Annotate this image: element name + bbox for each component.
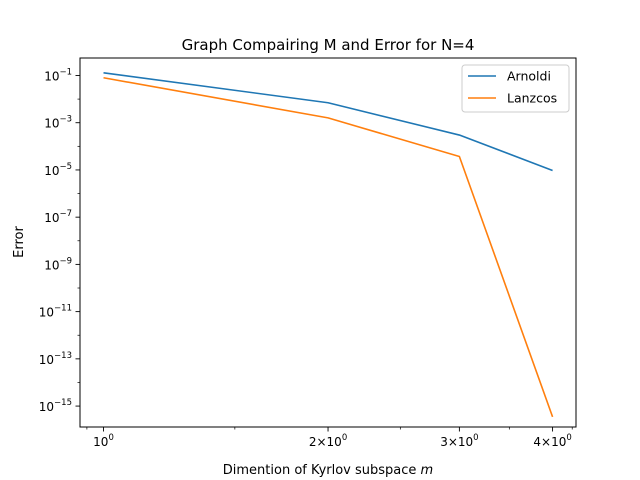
x-tick-label: 2×100 — [309, 433, 347, 449]
y-tick-label-exponent: −13 — [54, 351, 72, 361]
y-tick-label: 10−7 — [44, 209, 72, 225]
y-tick-label-base: 10 — [39, 353, 54, 367]
x-axis-ticks: 100 2×100 3×100 4×100 — [86, 427, 573, 449]
chart-title: Graph Compairing M and Error for N=4 — [182, 36, 475, 54]
y-tick-label-base: 10 — [44, 164, 59, 178]
legend-label-arnoldi: Arnoldi — [507, 69, 551, 84]
y-tick-label-exponent: −5 — [59, 162, 72, 172]
x-axis-label-text: Dimention of Kyrlov subspace — [223, 463, 417, 478]
y-tick-label: 10−1 — [44, 67, 72, 83]
legend-label-lanzcos: Lanzcos — [507, 91, 557, 106]
y-tick-label-exponent: −7 — [59, 209, 72, 219]
legend: Arnoldi Lanzcos — [461, 64, 570, 113]
series-layer — [103, 71, 554, 418]
x-tick-label-exponent: 0 — [566, 433, 571, 443]
x-tick-label: 4×100 — [533, 433, 571, 449]
series-line-lanzcos — [103, 76, 554, 418]
x-tick-label-base: 10 — [93, 435, 108, 449]
y-tick-label: 10−15 — [39, 398, 72, 414]
x-axis-label: Dimention of Kyrlov subspace m — [223, 463, 433, 478]
y-tick-label-exponent: −15 — [54, 398, 72, 408]
y-tick-label-exponent: −3 — [59, 115, 72, 125]
y-tick-label-exponent: −9 — [59, 256, 72, 266]
x-tick-label-exponent: 0 — [108, 433, 113, 443]
y-tick-label-exponent: −1 — [59, 67, 72, 77]
x-tick-label-exponent: 0 — [342, 433, 347, 443]
x-tick-label-base: 3×10 — [440, 435, 473, 449]
y-tick-label: 10−9 — [44, 256, 72, 272]
x-tick-label: 3×100 — [440, 433, 478, 449]
x-tick-label-base: 4×10 — [533, 435, 566, 449]
y-tick-label: 10−5 — [44, 162, 72, 178]
y-tick-label-base: 10 — [44, 69, 59, 83]
y-tick-label-base: 10 — [39, 400, 54, 414]
x-axis-label-variable: m — [421, 463, 434, 478]
y-tick-label-base: 10 — [44, 117, 59, 131]
x-tick-label-base: 2×10 — [309, 435, 342, 449]
y-tick-label: 10−13 — [39, 351, 72, 367]
y-tick-label-exponent: −11 — [54, 304, 72, 314]
series-line-arnoldi — [103, 71, 553, 172]
x-tick-label-exponent: 0 — [473, 433, 478, 443]
y-axis-label: Error — [12, 226, 27, 258]
y-tick-label: 10−11 — [39, 304, 72, 320]
y-tick-label-base: 10 — [44, 211, 59, 225]
y-tick-label-base: 10 — [44, 258, 59, 272]
x-tick-label: 100 — [93, 433, 114, 449]
y-tick-label: 10−3 — [44, 115, 72, 131]
y-tick-label-base: 10 — [39, 306, 54, 320]
